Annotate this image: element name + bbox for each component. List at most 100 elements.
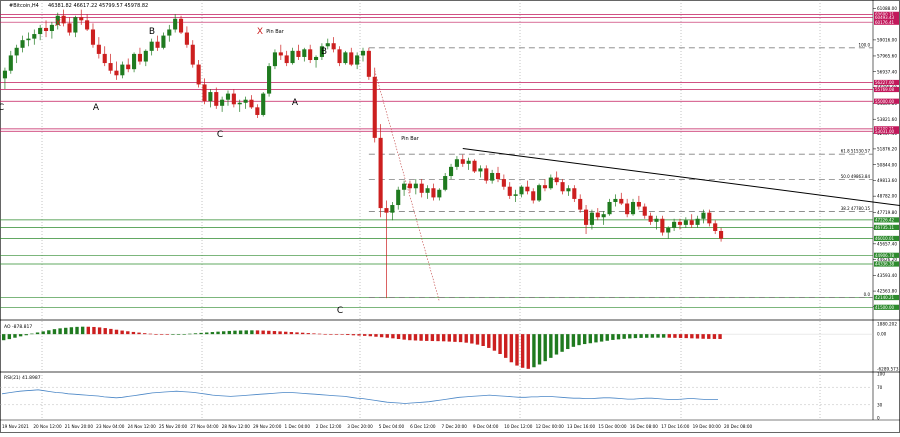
ao-bar	[80, 326, 85, 335]
resistance-label: 55000.00	[875, 99, 895, 104]
time-tick-label: 20 Dec 08:00	[724, 424, 752, 429]
ao-bar	[667, 334, 671, 338]
candle-body	[695, 218, 700, 225]
wave-label: X	[257, 27, 263, 37]
candle-body	[79, 17, 84, 21]
ao-bar	[453, 334, 457, 342]
ao-bar	[148, 333, 153, 335]
candle-body	[208, 92, 213, 102]
ao-bar	[159, 334, 164, 335]
candle-body	[55, 15, 60, 25]
candle-body	[384, 208, 389, 213]
ao-bar	[250, 330, 254, 335]
candle-body	[331, 43, 336, 50]
ao-bar	[498, 334, 502, 354]
ao-bar	[673, 334, 677, 338]
ao-bar	[413, 334, 418, 341]
wave-label: A	[93, 103, 100, 113]
candle-body	[707, 212, 712, 224]
candle-body	[519, 186, 524, 195]
price-tick-label: 50844.00	[877, 162, 897, 167]
price-tick-label: 47719.80	[877, 210, 897, 215]
support-label-bg	[874, 294, 899, 301]
candle-body	[636, 201, 641, 207]
ao-bar	[334, 334, 339, 335]
time-tick-label: 15 Dec 00:00	[598, 424, 626, 429]
candle-body	[601, 214, 606, 218]
support-label-bg	[874, 304, 899, 310]
support-label-bg	[874, 217, 899, 223]
ao-tick-label: 1880.202	[877, 321, 897, 326]
ao-bar	[165, 334, 169, 335]
candle-body	[214, 92, 219, 106]
candle-body	[355, 55, 360, 65]
ao-bar	[441, 334, 446, 342]
candle-body	[630, 201, 636, 215]
price-tick-label: 45657.40	[877, 241, 897, 246]
ao-bar	[481, 334, 485, 346]
ao-bar	[109, 328, 113, 335]
resistance-label-bg	[874, 128, 899, 134]
price-tick-label: 51876.20	[877, 147, 897, 152]
ao-bar	[504, 334, 508, 358]
ao-bar	[2, 334, 6, 341]
ao-bar	[306, 333, 310, 335]
ao-bar	[52, 329, 57, 335]
candle-body	[8, 55, 13, 71]
ao-bar	[509, 334, 514, 363]
ao-bar	[391, 334, 395, 339]
ao-bar	[154, 334, 158, 335]
ao-bar	[171, 334, 175, 335]
ao-bar	[97, 327, 102, 335]
fib-level-label: 50.0 49863.84	[841, 174, 871, 179]
ao-bar	[363, 334, 367, 336]
ao-bar	[385, 334, 389, 338]
ao-bar	[678, 334, 683, 338]
resistance-label: 53031.00	[875, 129, 895, 134]
ao-bar	[684, 334, 688, 339]
candle-body	[431, 188, 436, 198]
candle-body	[396, 189, 401, 206]
candle-body	[225, 93, 231, 100]
support-label: 44336.38	[875, 262, 895, 267]
ao-bar	[69, 327, 74, 335]
ao-bar	[30, 333, 34, 335]
candle-body	[501, 179, 506, 187]
candle-body	[126, 64, 131, 70]
candle-body	[96, 44, 101, 54]
candle-body	[132, 53, 137, 70]
ao-bar	[233, 330, 237, 335]
candle-body	[525, 186, 530, 192]
candle-body	[267, 66, 272, 94]
ao-bar	[718, 334, 722, 339]
candle-body	[220, 99, 225, 106]
time-tick-label: 20 Nov 12:00	[33, 424, 62, 429]
candle-body	[231, 93, 236, 105]
time-tick-label: 25 Nov 20:00	[159, 424, 188, 429]
symbol-title: #Bitcoin,H4	[9, 3, 39, 9]
candle-body	[425, 188, 430, 193]
ao-bar	[628, 334, 632, 339]
candle-body	[607, 201, 612, 215]
candle-body	[484, 168, 489, 181]
candle-body	[114, 70, 119, 76]
time-tick-label: 28 Nov 12:00	[222, 424, 251, 429]
price-tick-label: 49813.60	[877, 178, 897, 183]
resistance-trendline	[462, 148, 900, 207]
candle-body	[466, 160, 471, 164]
ao-bar	[425, 334, 429, 341]
fib-level-label: 38.2 47780.15	[841, 206, 871, 211]
candle-body	[613, 198, 618, 202]
candle-body	[448, 166, 454, 177]
candle-body	[249, 99, 254, 108]
ao-bar	[312, 333, 316, 335]
candle-body	[507, 186, 512, 196]
ao-bar	[221, 331, 226, 335]
candle-body	[32, 34, 37, 39]
price-tick-label: 48782.00	[877, 194, 897, 199]
candle-body	[642, 206, 647, 216]
ao-bar	[329, 334, 333, 335]
time-tick-label: 21 Nov 20:00	[65, 424, 94, 429]
candle-body	[460, 159, 465, 164]
ao-bar	[261, 330, 265, 335]
